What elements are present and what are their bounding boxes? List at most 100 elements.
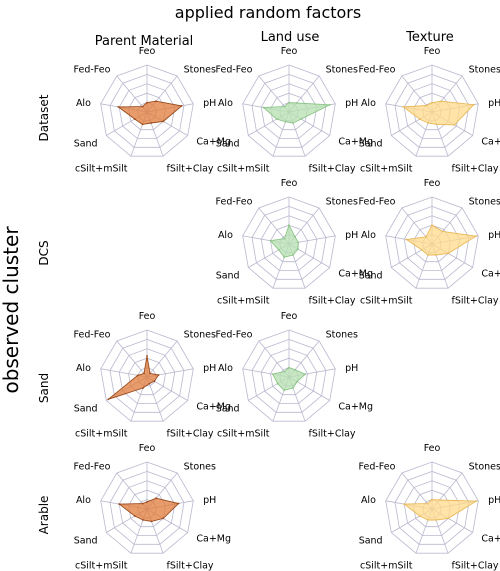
axis-label-sand: Sand — [359, 139, 383, 150]
data-point-ca-mg — [162, 517, 165, 520]
axis-label-csilt-msilt: cSilt+mSilt — [360, 561, 413, 571]
axis-label-stones: Stones — [326, 196, 358, 207]
data-point-csilt-msilt — [141, 123, 144, 126]
data-point-csilt-msilt — [427, 122, 429, 124]
axis-label-fsilt-clay: fSilt+Clay — [167, 429, 214, 440]
axis-label-feo: Feo — [281, 178, 298, 189]
data-point-fed-feo — [425, 235, 427, 238]
axis-label-fed-feo: Fed-Feo — [216, 329, 253, 340]
axis-label-feo: Feo — [424, 178, 441, 189]
data-point-sand — [420, 249, 423, 251]
data-point-stones — [155, 497, 158, 500]
data-point-ph — [475, 500, 477, 503]
grid-ring — [118, 83, 176, 139]
radar-sand-parent-material: Feo Stones pH Ca+Mg fSilt+Clay cSilt+mSilt San… — [74, 311, 232, 440]
axis-label-stones: Stones — [326, 329, 358, 340]
data-point-feo — [288, 224, 290, 227]
spoke-stones — [146, 340, 178, 378]
data-point-alo — [269, 239, 272, 242]
axis-label-stones: Stones — [469, 64, 500, 75]
data-point-alo — [136, 374, 139, 377]
data-point-fed-feo — [425, 104, 428, 107]
data-point-alo — [118, 503, 121, 505]
data-point-ca-mg — [300, 118, 303, 120]
column-title-land-use: Land use — [261, 30, 320, 45]
grid-ring — [128, 357, 166, 396]
axis-label-stones: Stones — [469, 461, 500, 472]
data-polygon — [402, 499, 478, 521]
data-polygon — [262, 102, 332, 124]
radar-dataset-land-use: Feo Stones pH Ca+Mg fSilt+Clay cSilt+mSilt San… — [216, 46, 374, 175]
axis-label-fed-feo: Fed-Feo — [74, 329, 111, 340]
grid-ring — [394, 73, 470, 148]
axis-label-fsilt-clay: fSilt+Clay — [167, 164, 214, 175]
data-point-sand — [133, 515, 136, 517]
data-point-ph — [297, 241, 300, 244]
grid-ring — [242, 64, 336, 157]
radar-dataset-texture: Feo Stones pH Ca+Mg fSilt+Clay cSilt+mSilt San… — [359, 46, 500, 175]
grid-ring — [394, 470, 470, 545]
axis-label-feo: Feo — [139, 311, 156, 322]
grid-ring — [385, 196, 479, 289]
row-title-dcs: DCS — [37, 240, 51, 265]
data-point-fed-feo — [143, 372, 145, 375]
axis-label-stones: Stones — [469, 196, 500, 207]
grid-ring — [109, 338, 185, 413]
data-point-sand — [418, 515, 421, 517]
axis-label-ph: pH — [345, 98, 358, 109]
data-polygon — [405, 224, 478, 256]
axis-label-sand: Sand — [359, 271, 383, 282]
data-point-csilt-msilt — [284, 120, 287, 123]
grid-ring — [242, 196, 336, 289]
grid-ring — [403, 480, 461, 536]
axis-label-alo: Alo — [361, 495, 376, 506]
axis-label-feo: Feo — [281, 311, 298, 322]
grid-ring — [137, 367, 157, 387]
axis-label-sand: Sand — [74, 139, 98, 150]
grid-ring — [109, 470, 185, 545]
axis-label-ph: pH — [488, 98, 500, 109]
grid-ring — [251, 73, 327, 148]
axis-label-ph: pH — [345, 230, 358, 241]
axis-label-alo: Alo — [218, 98, 233, 109]
grid-ring — [242, 329, 336, 422]
axis-label-csilt-msilt: cSilt+mSilt — [360, 164, 413, 175]
data-point-ca-mg — [447, 252, 450, 255]
data-point-ph — [304, 373, 307, 375]
axis-label-fed-feo: Fed-Feo — [216, 196, 253, 207]
data-point-alo — [405, 238, 408, 241]
axis-label-fsilt-clay: fSilt+Clay — [167, 561, 214, 571]
axis-label-ca-mg: Ca+Mg — [481, 137, 500, 148]
data-point-fsilt-clay — [150, 520, 153, 523]
axis-label-feo: Feo — [139, 46, 156, 57]
axis-label-fed-feo: Fed-Feo — [74, 461, 111, 472]
axis-label-stones: Stones — [184, 64, 216, 75]
grid-ring — [260, 83, 318, 139]
row-title-dataset: Dataset — [37, 94, 51, 141]
data-point-alo — [271, 373, 274, 375]
data-point-fsilt-clay — [148, 382, 151, 385]
data-point-feo — [146, 101, 148, 104]
grid-ring — [260, 215, 318, 271]
axis-label-fed-feo: Fed-Feo — [359, 461, 396, 472]
axis-label-csilt-msilt: cSilt+mSilt — [217, 164, 270, 175]
axis-label-ca-mg: Ca+Mg — [196, 402, 231, 413]
axis-label-alo: Alo — [76, 495, 91, 506]
grid-ring — [109, 73, 185, 148]
axis-label-fsilt-clay: fSilt+Clay — [309, 164, 356, 175]
axis-label-sand: Sand — [216, 404, 240, 415]
data-point-stones — [155, 100, 158, 103]
axis-label-fsilt-clay: fSilt+Clay — [309, 429, 356, 440]
data-point-sand — [275, 118, 278, 120]
data-polygon — [402, 100, 475, 126]
grid-ring — [403, 83, 461, 139]
data-point-fed-feo — [141, 105, 144, 108]
axis-label-ph: pH — [203, 495, 216, 506]
figure-title: applied random factors — [175, 3, 361, 22]
data-point-fsilt-clay — [435, 123, 438, 126]
grid-ring — [118, 348, 176, 404]
axis-label-fsilt-clay: fSilt+Clay — [452, 296, 499, 307]
data-point-ca-mg — [296, 380, 298, 383]
axis-label-alo: Alo — [76, 363, 91, 374]
